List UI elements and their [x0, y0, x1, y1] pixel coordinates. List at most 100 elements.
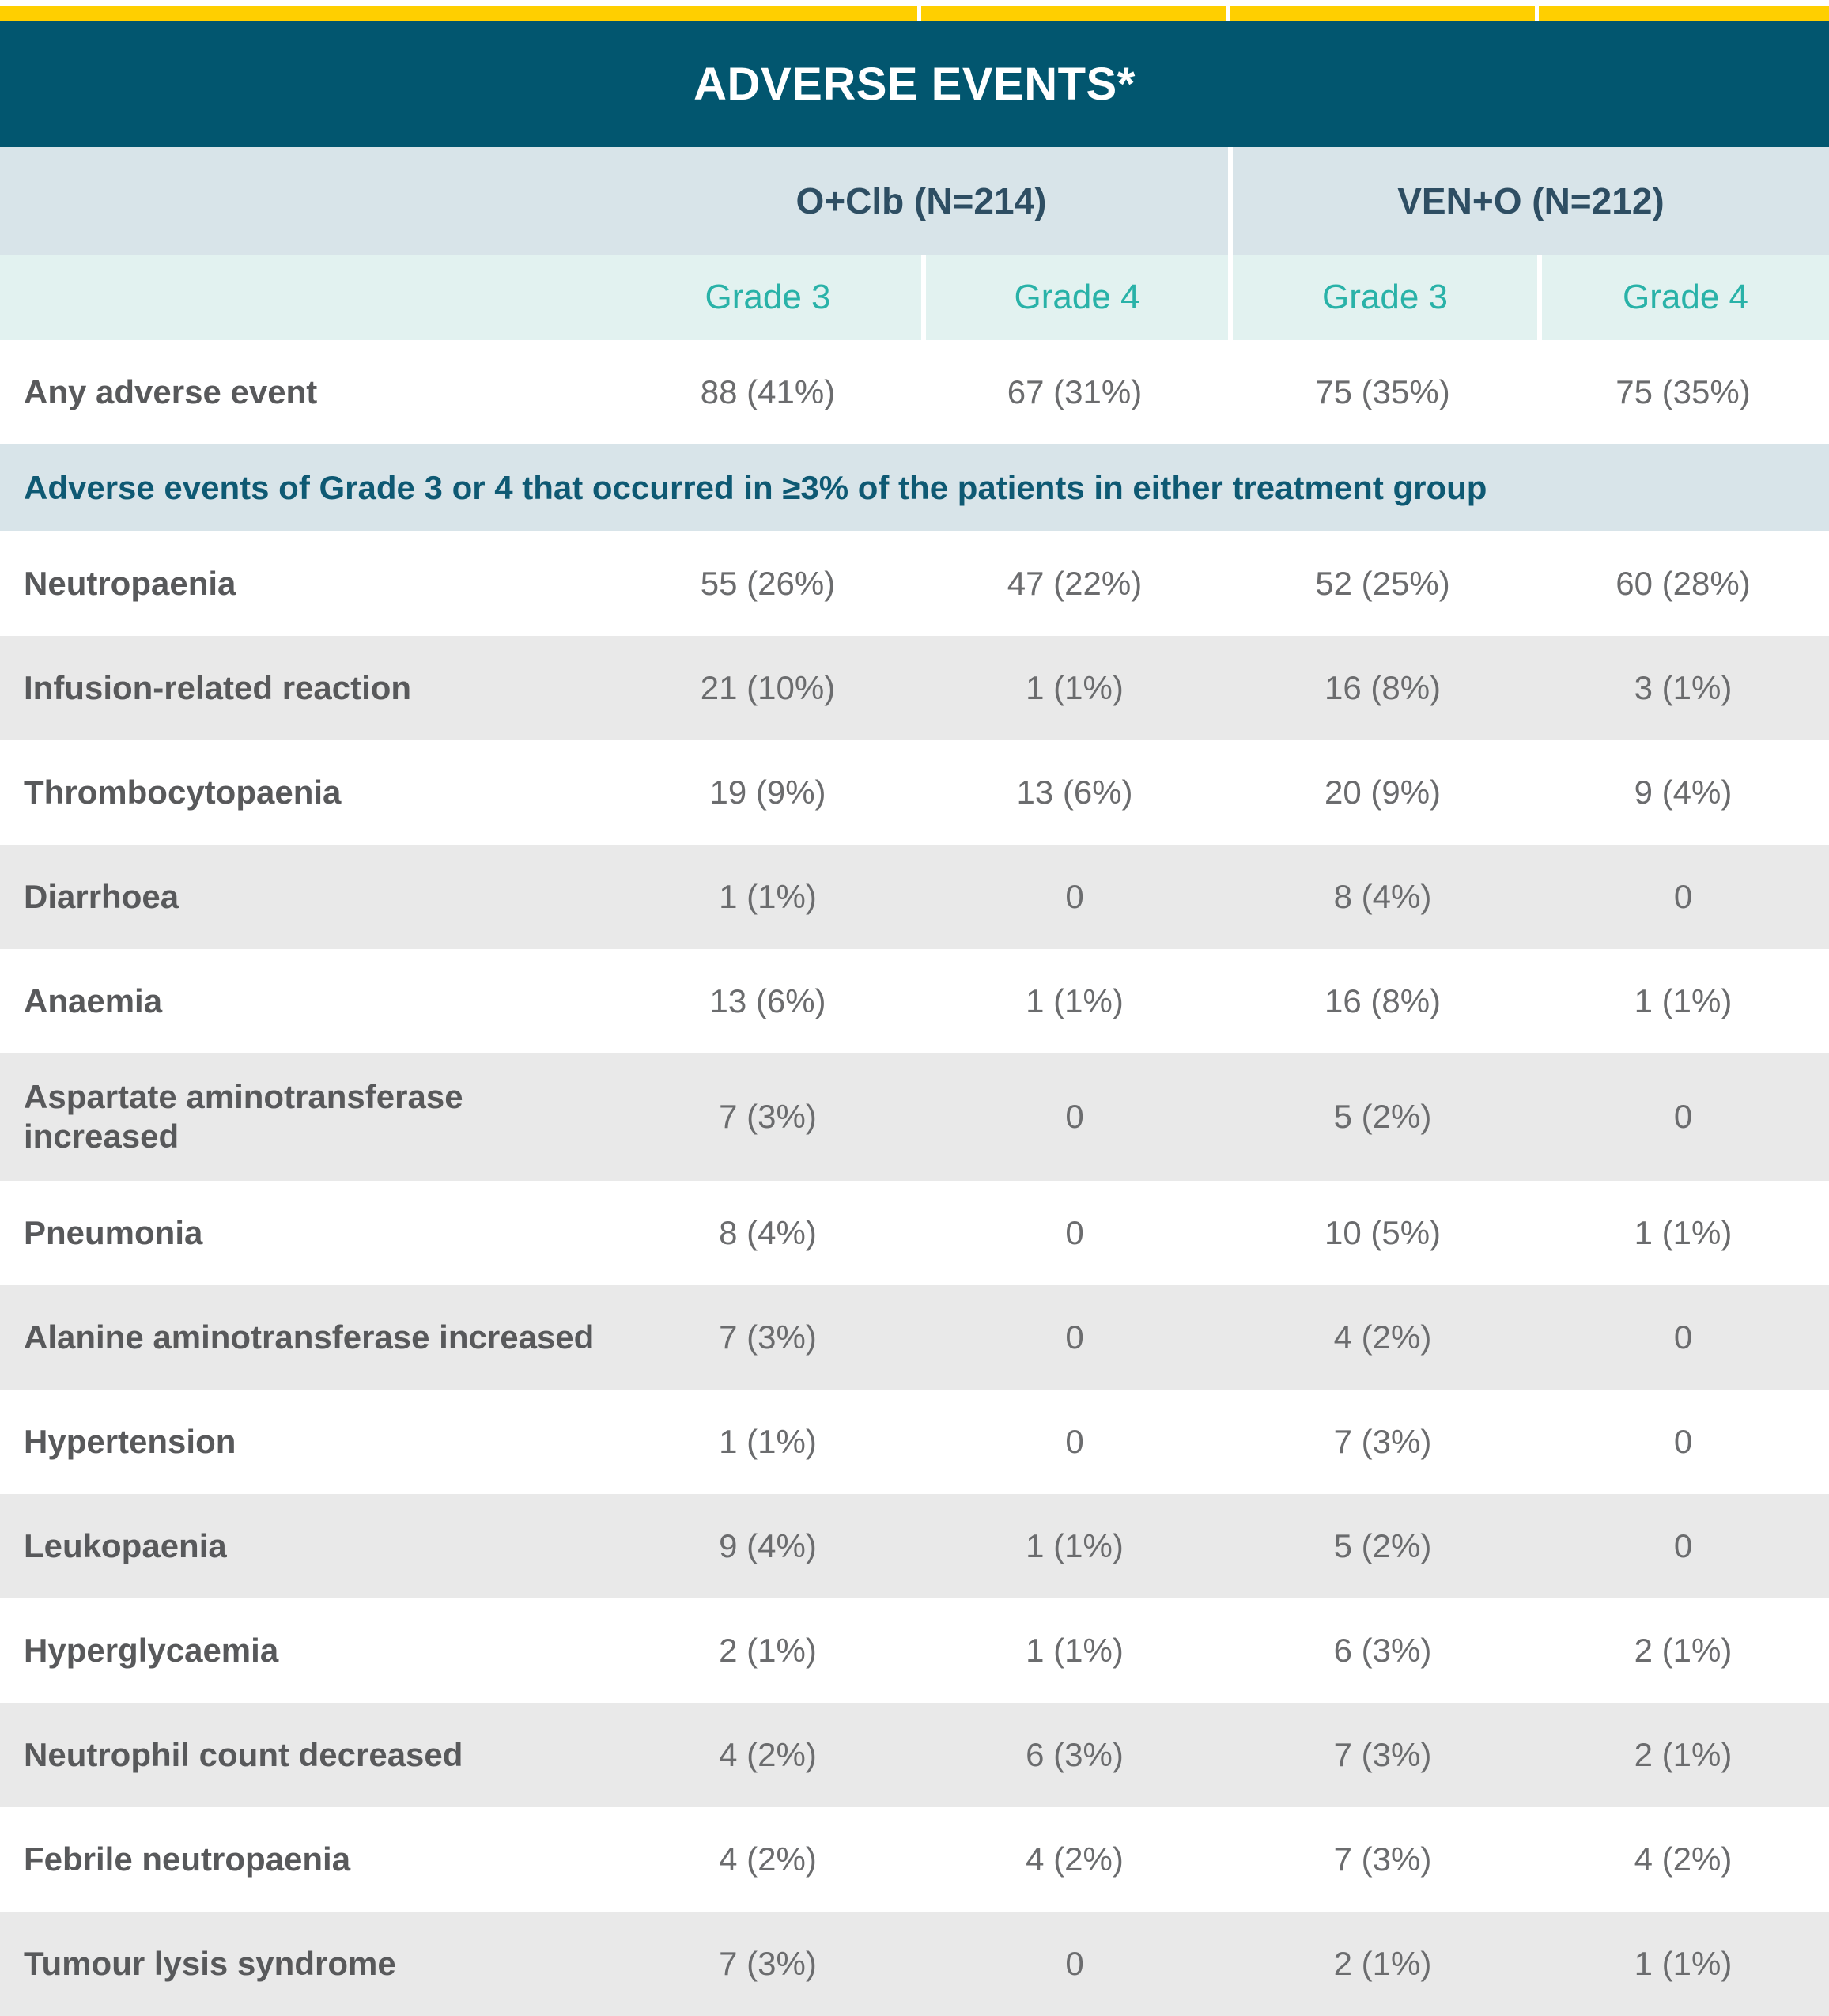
row-label: Neutrophil count decreased — [24, 1735, 463, 1773]
row-value-veno-g4: 2 (1%) — [1634, 1735, 1733, 1773]
row-value-oclb-g4: 13 (6%) — [1016, 773, 1133, 811]
group-header-veno: VEN+O (N=212) — [1228, 147, 1829, 255]
row-label: Neutropaenia — [24, 564, 236, 602]
row-value-veno-g4: 0 — [1673, 1526, 1693, 1564]
row-value-oclb-g4: 0 — [1065, 1422, 1084, 1460]
row-value-oclb-g4: 6 (3%) — [1026, 1735, 1124, 1773]
row-value-oclb-g3: 88 (41%) — [700, 373, 836, 410]
table-row: Pneumonia 8 (4%) 0 10 (5%) 1 (1%) — [0, 1180, 1829, 1285]
row-value-oclb-g4: 67 (31%) — [1007, 373, 1143, 410]
row-value-oclb-g3: 8 (4%) — [719, 1213, 817, 1251]
row-label: Diarrhoea — [24, 877, 179, 915]
table-row: Febrile neutropaenia 4 (2%) 4 (2%) 7 (3%… — [0, 1806, 1829, 1912]
row-value-oclb-g3: 7 (3%) — [719, 1098, 817, 1136]
row-value-oclb-g3: 7 (3%) — [719, 1944, 817, 1982]
row-value-oclb-g4: 1 (1%) — [1026, 982, 1124, 1019]
group-header-row: O+Clb (N=214) VEN+O (N=212) — [0, 147, 1829, 255]
row-value-veno-g3: 10 (5%) — [1324, 1213, 1442, 1251]
row-label: Tumour lysis syndrome — [24, 1944, 396, 1982]
row-value-oclb-g4: 1 (1%) — [1026, 1526, 1124, 1564]
table-row: Aspartate aminotransferase increased 7 (… — [0, 1053, 1829, 1181]
row-value-oclb-g4: 0 — [1065, 1944, 1084, 1982]
row-value-veno-g3: 16 (8%) — [1324, 669, 1442, 706]
table-row: Hypertension 1 (1%) 0 7 (3%) 0 — [0, 1389, 1829, 1494]
table-row: Tumour lysis syndrome 7 (3%) 0 2 (1%) 1 … — [0, 1911, 1829, 2016]
table-row: Neutrophil count decreased 4 (2%) 6 (3%)… — [0, 1702, 1829, 1807]
table-title-bar: ADVERSE EVENTS* — [0, 21, 1829, 147]
section-header-row: Adverse events of Grade 3 or 4 that occu… — [0, 444, 1829, 531]
table-row: Alanine aminotransferase increased 7 (3%… — [0, 1284, 1829, 1390]
row-value-veno-g4: 2 (1%) — [1634, 1631, 1733, 1669]
row-value-oclb-g3: 4 (2%) — [719, 1735, 817, 1773]
table-row-any-adverse-event: Any adverse event 88 (41%) 67 (31%) 75 (… — [0, 340, 1829, 444]
row-label: Leukopaenia — [24, 1526, 227, 1564]
row-value-veno-g3: 5 (2%) — [1333, 1098, 1432, 1136]
row-value-oclb-g4: 1 (1%) — [1026, 1631, 1124, 1669]
row-value-oclb-g3: 4 (2%) — [719, 1840, 817, 1878]
row-label: Any adverse event — [24, 373, 318, 410]
grade-header-oclb-g3: Grade 3 — [705, 278, 831, 316]
row-value-oclb-g3: 1 (1%) — [719, 1422, 817, 1460]
table-row: Infusion-related reaction 21 (10%) 1 (1%… — [0, 636, 1829, 740]
table-row: Neutropaenia 55 (26%) 47 (22%) 52 (25%) … — [0, 531, 1829, 636]
row-label: Alanine aminotransferase increased — [24, 1318, 595, 1356]
top-accent-bar — [0, 6, 1829, 21]
row-label: Thrombocytopaenia — [24, 773, 342, 811]
column-divider — [917, 6, 921, 21]
table-row: Thrombocytopaenia 19 (9%) 13 (6%) 20 (9%… — [0, 740, 1829, 845]
row-label: Infusion-related reaction — [24, 668, 412, 706]
row-value-veno-g3: 2 (1%) — [1333, 1944, 1432, 1982]
row-label: Aspartate aminotransferase increased — [24, 1078, 463, 1156]
row-value-oclb-g4: 47 (22%) — [1007, 565, 1143, 602]
row-value-oclb-g3: 19 (9%) — [709, 773, 826, 811]
row-value-veno-g3: 7 (3%) — [1333, 1840, 1432, 1878]
row-value-veno-g3: 5 (2%) — [1333, 1526, 1432, 1564]
table-row: Hyperglycaemia 2 (1%) 1 (1%) 6 (3%) 2 (1… — [0, 1598, 1829, 1703]
row-value-veno-g3: 8 (4%) — [1333, 878, 1432, 915]
grade-header-veno-g3: Grade 3 — [1228, 255, 1537, 340]
row-value-veno-g4: 0 — [1673, 1318, 1693, 1356]
column-divider — [1226, 6, 1230, 21]
row-value-veno-g4: 60 (28%) — [1615, 565, 1751, 602]
row-label: Hyperglycaemia — [24, 1631, 279, 1669]
table-row: Diarrhoea 1 (1%) 0 8 (4%) 0 — [0, 845, 1829, 949]
row-value-oclb-g4: 0 — [1065, 878, 1084, 915]
column-divider — [1535, 6, 1539, 21]
table-row: Leukopaenia 9 (4%) 1 (1%) 5 (2%) 0 — [0, 1493, 1829, 1598]
row-value-oclb-g3: 9 (4%) — [719, 1526, 817, 1564]
row-label: Anaemia — [24, 982, 163, 1019]
grade-header-row: Grade 3 Grade 4 Grade 3 Grade 4 — [0, 255, 1829, 340]
row-value-oclb-g3: 55 (26%) — [700, 565, 836, 602]
row-value-oclb-g4: 1 (1%) — [1026, 669, 1124, 706]
row-value-veno-g3: 16 (8%) — [1324, 982, 1442, 1019]
row-label: Hypertension — [24, 1422, 236, 1460]
table-row: Anaemia 13 (6%) 1 (1%) 16 (8%) 1 (1%) — [0, 949, 1829, 1053]
row-value-veno-g3: 52 (25%) — [1315, 565, 1450, 602]
row-value-veno-g4: 9 (4%) — [1634, 773, 1733, 811]
row-value-oclb-g4: 0 — [1065, 1098, 1084, 1136]
row-value-veno-g4: 75 (35%) — [1615, 373, 1751, 410]
row-value-oclb-g3: 7 (3%) — [719, 1318, 817, 1356]
row-value-oclb-g4: 0 — [1065, 1213, 1084, 1251]
section-header-text: Adverse events of Grade 3 or 4 that occu… — [24, 468, 1487, 506]
row-value-oclb-g3: 2 (1%) — [719, 1631, 817, 1669]
row-value-veno-g4: 1 (1%) — [1634, 1213, 1733, 1251]
row-value-oclb-g3: 13 (6%) — [709, 982, 826, 1019]
row-value-veno-g4: 1 (1%) — [1634, 1944, 1733, 1982]
row-value-oclb-g3: 21 (10%) — [700, 669, 836, 706]
row-value-oclb-g3: 1 (1%) — [719, 878, 817, 915]
row-value-oclb-g4: 0 — [1065, 1318, 1084, 1356]
row-value-veno-g4: 0 — [1673, 1098, 1693, 1136]
row-value-veno-g3: 4 (2%) — [1333, 1318, 1432, 1356]
row-value-veno-g3: 6 (3%) — [1333, 1631, 1432, 1669]
row-value-veno-g3: 20 (9%) — [1324, 773, 1442, 811]
table-title: ADVERSE EVENTS* — [693, 58, 1136, 110]
row-value-oclb-g4: 4 (2%) — [1026, 1840, 1124, 1878]
row-value-veno-g4: 3 (1%) — [1634, 669, 1733, 706]
row-value-veno-g4: 0 — [1673, 878, 1693, 915]
row-label: Pneumonia — [24, 1213, 203, 1251]
row-value-veno-g3: 75 (35%) — [1315, 373, 1450, 410]
row-value-veno-g4: 1 (1%) — [1634, 982, 1733, 1019]
row-value-veno-g4: 4 (2%) — [1634, 1840, 1733, 1878]
